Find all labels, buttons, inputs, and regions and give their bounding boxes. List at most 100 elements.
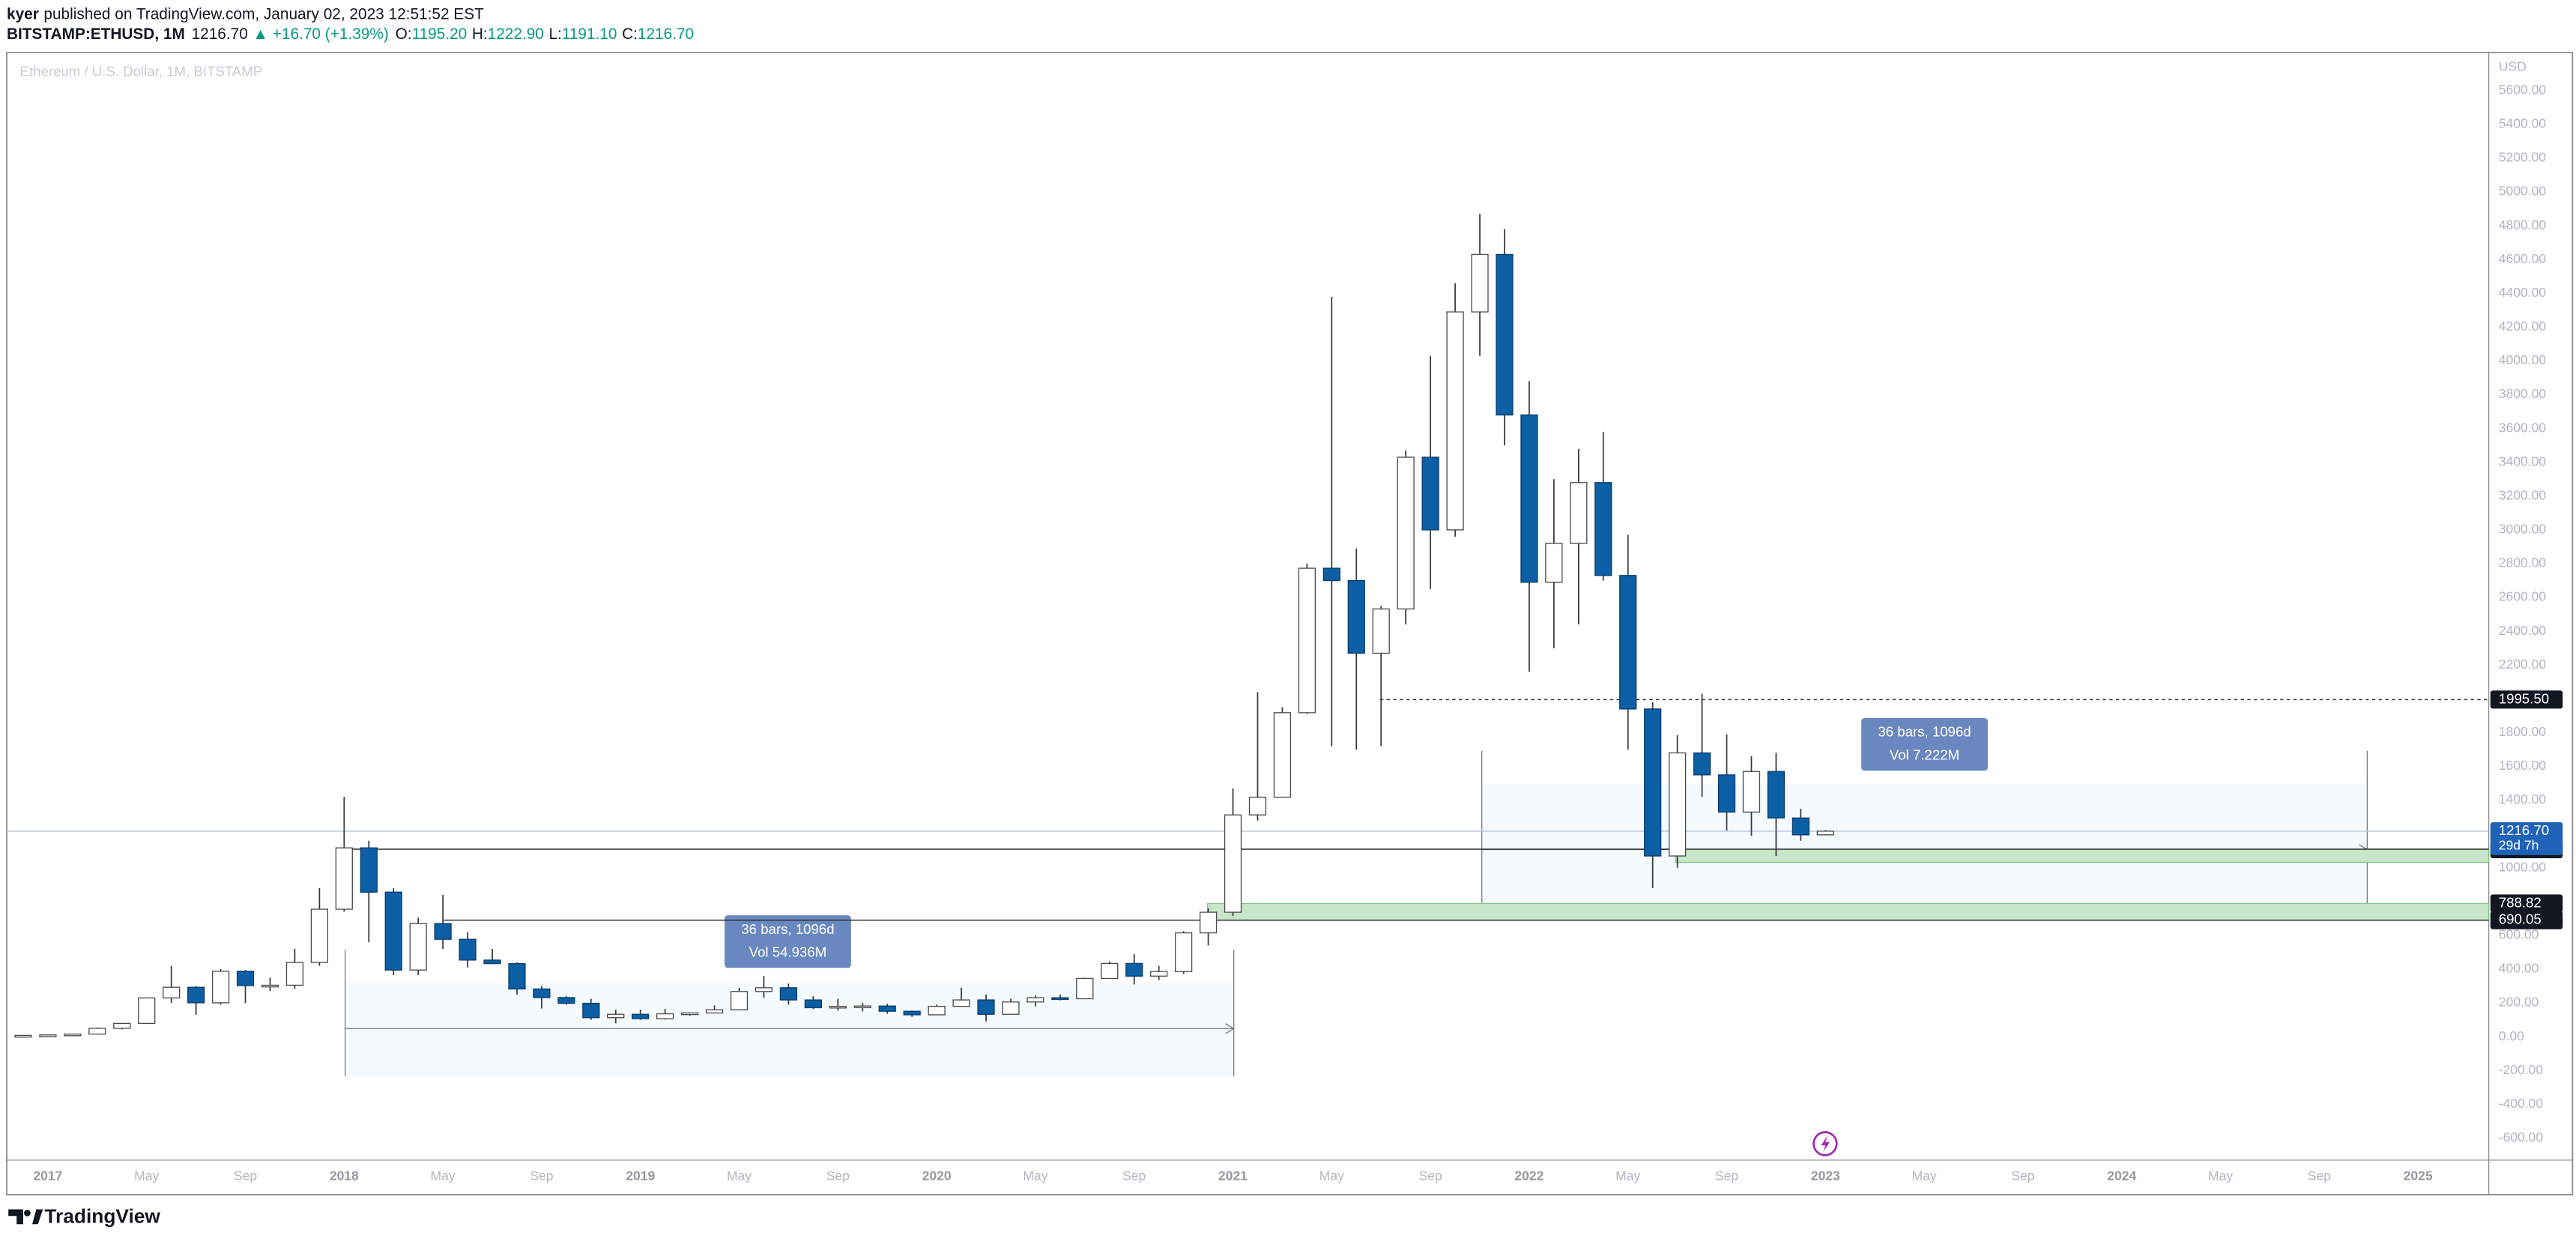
- candle-body: [1076, 977, 1094, 1000]
- candle-body: [1767, 771, 1786, 819]
- candle-body: [1471, 253, 1489, 313]
- x-tick-label: 2017: [33, 1168, 62, 1183]
- y-tick-label: 4200.00: [2499, 319, 2547, 334]
- y-tick-label: 5000.00: [2499, 184, 2547, 199]
- ohlc-value: 1195.20: [412, 25, 468, 43]
- candle-body: [384, 891, 402, 971]
- candle-body: [1002, 1001, 1020, 1015]
- price-label: 690.05: [2499, 911, 2542, 927]
- price-label: 1216.70: [2499, 822, 2549, 838]
- candle-body: [878, 1005, 896, 1012]
- candle-body: [730, 991, 749, 1010]
- y-tick-label: 1600.00: [2499, 758, 2547, 773]
- candle-body: [680, 1012, 699, 1016]
- candle-body: [14, 1034, 32, 1038]
- y-tick-label: 3000.00: [2499, 522, 2547, 537]
- candle-body: [1051, 997, 1069, 1000]
- candle-body: [434, 923, 452, 940]
- price: 1216.70: [192, 25, 248, 43]
- published: published on TradingView.com, January 02…: [43, 5, 484, 22]
- y-tick-label: 4800.00: [2499, 217, 2547, 232]
- x-tick-label: Sep: [2011, 1168, 2034, 1183]
- x-tick-label: May: [727, 1168, 752, 1183]
- y-tick-label: 5400.00: [2499, 116, 2547, 131]
- change: ▲ +16.70 (+1.39%): [253, 25, 388, 43]
- price-label: 788.82: [2499, 894, 2542, 910]
- y-tick-label: 4000.00: [2499, 352, 2547, 367]
- price-label-box: [2490, 822, 2563, 855]
- ohlc-value: 1191.10: [562, 25, 617, 43]
- candle-body: [804, 999, 822, 1009]
- x-tick-label: 2023: [1811, 1168, 1840, 1183]
- candle-body: [1150, 971, 1168, 977]
- candle-body: [1347, 579, 1365, 654]
- events-icon: [1812, 1131, 1838, 1157]
- price-label: 1995.50: [2499, 690, 2549, 706]
- y-tick-label: 1800.00: [2499, 724, 2547, 739]
- zone: [1206, 902, 2490, 921]
- candle-body: [1273, 712, 1292, 798]
- candle-body: [829, 1005, 847, 1009]
- range-label: 36 bars, 1096d: [1878, 724, 1971, 740]
- candle-body: [1322, 567, 1340, 582]
- y-tick-label: 1400.00: [2499, 792, 2547, 807]
- candle-body: [88, 1028, 106, 1035]
- candle-body: [533, 988, 551, 998]
- candle-body: [1619, 575, 1637, 710]
- y-tick-label: 2800.00: [2499, 555, 2547, 570]
- candle-body: [1545, 543, 1563, 583]
- ohlc-value: 1216.70: [638, 25, 694, 43]
- y-tick-label: 3800.00: [2499, 386, 2547, 401]
- y-tick-label: 2200.00: [2499, 657, 2547, 672]
- candle-body: [64, 1033, 82, 1037]
- x-tick-label: 2025: [2404, 1168, 2433, 1183]
- range-label-box: [725, 915, 851, 968]
- candle-body: [977, 999, 995, 1015]
- x-tick-label: Sep: [1419, 1168, 1442, 1183]
- x-tick-label: Sep: [2308, 1168, 2331, 1183]
- y-tick-label: -600.00: [2499, 1130, 2544, 1145]
- x-tick-label: May: [1319, 1168, 1344, 1183]
- candle-body: [285, 962, 304, 986]
- logo-dot: [24, 1209, 31, 1217]
- y-tick-label: 200.00: [2499, 995, 2539, 1010]
- y-tick-label: 400.00: [2499, 961, 2539, 976]
- symbol-line: BITSTAMP:ETHUSD, 1M 1216.70 ▲ +16.70 (+1.3…: [7, 25, 694, 43]
- candle-body: [1742, 771, 1761, 813]
- event-bolt: [1821, 1135, 1830, 1152]
- candle-body: [1644, 708, 1662, 857]
- candle-body: [1372, 608, 1390, 654]
- x-tick-label: Sep: [1715, 1168, 1738, 1183]
- y-tick-label: -200.00: [2499, 1062, 2544, 1077]
- x-tick-label: 2019: [626, 1168, 655, 1183]
- candle-body: [211, 971, 230, 1004]
- y-tick-label: -400.00: [2499, 1096, 2544, 1111]
- plot: -600.00 -400.00 -200.00 0.00 200.00 400.00 600…: [6, 82, 2563, 1183]
- ohlc-label: L:: [548, 25, 561, 43]
- x-tick-label: Sep: [530, 1168, 553, 1183]
- candle-body: [656, 1013, 674, 1019]
- candle-body: [138, 997, 156, 1025]
- ohlc-label: C:: [622, 25, 638, 43]
- candle-body: [853, 1005, 871, 1009]
- candle-body: [1496, 253, 1514, 416]
- ohlc-label: O:: [396, 25, 412, 43]
- y-tick-label: 3600.00: [2499, 420, 2547, 435]
- candle-body: [1669, 752, 1687, 857]
- ohlc-value: 1222.90: [488, 25, 544, 43]
- candle-body: [1594, 482, 1612, 576]
- candle-body: [113, 1022, 131, 1029]
- brand-name: TradingView: [44, 1205, 160, 1227]
- candle-body: [1421, 456, 1439, 531]
- x-tick-label: 2020: [922, 1168, 952, 1183]
- x-tick-label: 2021: [1218, 1168, 1248, 1183]
- y-tick-label: 3400.00: [2499, 453, 2547, 468]
- candle-body: [1446, 311, 1464, 531]
- price-label-box: [2490, 690, 2563, 709]
- countdown: 29d 7h: [2499, 837, 2539, 852]
- x-tick-label: 2022: [1514, 1168, 1544, 1183]
- range-label-box: [1861, 718, 1988, 771]
- candle-body: [1248, 796, 1267, 816]
